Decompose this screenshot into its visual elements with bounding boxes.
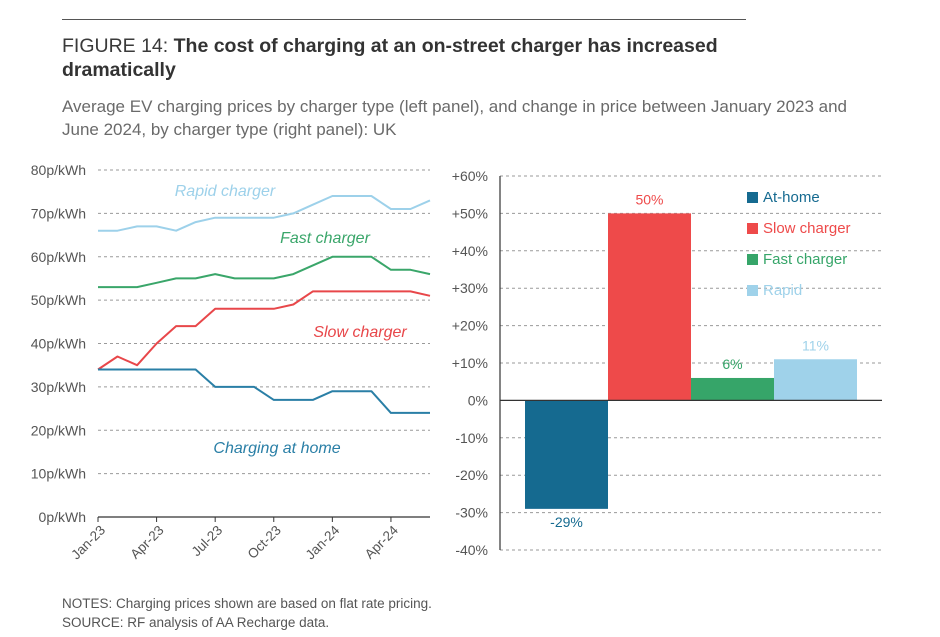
legend-swatch xyxy=(747,223,758,234)
line-chart: 0p/kWh 10p/kWh 20p/kWh 30p/kWh 40p/kWh 50p/kW… xyxy=(31,162,431,563)
data-label: 50% xyxy=(635,191,663,207)
x-tick-label: Jan-24 xyxy=(303,522,343,562)
x-tick-label: Jul-23 xyxy=(189,523,226,560)
bar-chart: -40% -30% -20% -10% 0% +10% +20% +30% +40% +50% +6… xyxy=(452,168,882,558)
data-label: 6% xyxy=(722,356,742,372)
figure-subtitle: Average EV charging prices by charger ty… xyxy=(62,97,848,139)
series-line xyxy=(98,255,431,289)
series-label: Slow charger xyxy=(313,324,407,341)
series-line xyxy=(97,290,431,371)
y-tick-label: 70p/kWh xyxy=(31,205,86,221)
y-tick-label: -20% xyxy=(455,467,488,483)
bar xyxy=(691,377,774,401)
bar xyxy=(608,213,691,401)
y-tick-label: -10% xyxy=(455,430,488,446)
y-tick-label: 0p/kWh xyxy=(39,509,86,525)
y-tick-label: 80p/kWh xyxy=(31,162,86,178)
y-tick-label: 10p/kWh xyxy=(31,466,86,482)
legend-label: Rapid xyxy=(763,282,802,299)
legend-label: At-home xyxy=(763,189,820,206)
y-tick-label: 0% xyxy=(468,392,488,408)
figure-label: FIGURE 14: xyxy=(62,35,169,57)
x-tick-label: Oct-23 xyxy=(245,523,284,562)
y-tick-label: +60% xyxy=(452,168,488,184)
series-label: Charging at home xyxy=(213,440,340,457)
data-label: 11% xyxy=(802,337,829,353)
legend-label: Fast charger xyxy=(763,251,847,268)
bar xyxy=(525,400,608,509)
notes-text: NOTES: Charging prices shown are based o… xyxy=(62,596,432,611)
y-tick-label: +20% xyxy=(452,318,488,334)
y-tick-label: +10% xyxy=(452,355,488,371)
figure-title: FIGURE 14: The cost of charging at an on… xyxy=(62,34,802,82)
y-tick-label: +30% xyxy=(452,280,488,296)
y-tick-label: 20p/kWh xyxy=(31,422,86,438)
source-text: SOURCE: RF analysis of AA Recharge data. xyxy=(62,615,330,630)
y-tick-label: +50% xyxy=(452,205,488,221)
x-tick-label: Apr-23 xyxy=(127,523,166,562)
data-label: -29% xyxy=(550,514,583,530)
y-tick-label: 60p/kWh xyxy=(31,249,86,265)
y-tick-label: -30% xyxy=(455,505,488,521)
bar xyxy=(774,359,857,401)
figure-notes: NOTES: Charging prices shown are based o… xyxy=(62,594,432,632)
figure-headline: The cost of charging at an on-street cha… xyxy=(62,35,718,81)
legend-label: Slow charger xyxy=(763,220,851,237)
legend-swatch xyxy=(747,285,758,296)
x-tick-label: Apr-24 xyxy=(362,522,402,562)
series-line xyxy=(98,195,431,232)
series-line xyxy=(98,368,430,414)
legend-swatch xyxy=(747,254,758,265)
y-tick-label: +40% xyxy=(452,243,488,259)
x-tick-label: Jan-23 xyxy=(68,523,108,563)
series-label: Rapid charger xyxy=(175,183,276,200)
y-tick-label: -40% xyxy=(455,542,488,558)
y-tick-label: 40p/kWh xyxy=(31,336,86,352)
top-rule xyxy=(62,19,746,20)
series-label: Fast charger xyxy=(280,230,370,247)
legend-swatch xyxy=(747,192,758,203)
y-tick-label: 50p/kWh xyxy=(31,292,86,308)
y-tick-label: 30p/kWh xyxy=(31,379,86,395)
